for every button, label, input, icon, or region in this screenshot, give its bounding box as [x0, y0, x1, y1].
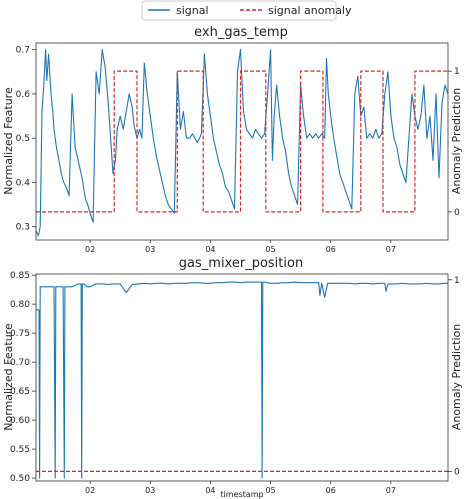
x-tick-label: 04	[205, 486, 215, 495]
panel-1-series	[35, 49, 449, 237]
panel-2-series	[36, 281, 448, 479]
x-tick-label: 05	[265, 245, 275, 254]
y2-tick-label: 1	[454, 276, 460, 286]
signal-line	[35, 49, 449, 237]
y-tick-label: 0.70	[10, 358, 30, 368]
panel-1-title: exh_gas_temp	[194, 25, 288, 40]
panel-1-frame	[35, 42, 449, 241]
x-tick-label: 03	[145, 245, 155, 254]
y-tick-label: 0.5	[16, 134, 30, 144]
y-tick-label: 0.7	[16, 46, 30, 56]
x-tick-label: 06	[326, 486, 336, 495]
legend-signal-label: signal	[176, 4, 209, 17]
y-tick-label: 0.85	[10, 271, 30, 281]
y-tick-label: 0.55	[10, 445, 30, 455]
panel-2-title: gas_mixer_position	[179, 256, 303, 271]
x-tick-label: 05	[265, 486, 275, 495]
y2-tick-label: 0	[454, 467, 460, 477]
panel-1-y2label: Anomaly Prediction	[450, 88, 463, 194]
x-tick-label: 06	[326, 245, 336, 254]
y-tick-label: 0.6	[16, 90, 31, 100]
x-tick-label: 04	[205, 245, 215, 254]
signal-line	[36, 281, 448, 479]
panel-2-frame	[35, 273, 449, 482]
panel-2-y2label: Anomaly Prediction	[450, 324, 463, 430]
panel-2-ylabel: Normalized Feature	[2, 323, 15, 431]
x-tick-label: 07	[386, 486, 396, 495]
y-tick-label: 0.50	[10, 474, 30, 484]
panel-2-xlabel: timestamp	[220, 490, 263, 499]
y-tick-label: 0.60	[10, 416, 30, 426]
x-tick-label: 02	[85, 486, 95, 495]
panel-gas-mixer-position: gas_mixer_position Normalized Feature An…	[2, 256, 463, 499]
x-tick-label: 02	[85, 245, 95, 254]
legend: signal signal anomaly	[141, 0, 352, 21]
y-tick-label: 0.80	[10, 300, 30, 310]
panel-exh-gas-temp: exh_gas_temp Normalized Feature Anomaly …	[2, 25, 463, 254]
y-tick-label: 0.3	[16, 223, 30, 233]
y-tick-label: 0.75	[10, 329, 30, 339]
panel-2-ticks: 0.50 0.55 0.60 0.65 0.70 0.75 0.80 0.85 0 1 02 03 04…	[10, 271, 460, 495]
y-tick-label: 0.4	[16, 178, 31, 188]
signal-anomaly-line	[36, 70, 448, 213]
y2-tick-label: 0	[454, 208, 460, 218]
legend-anomaly-label: signal anomaly	[268, 4, 352, 17]
x-tick-label: 07	[386, 245, 396, 254]
panel-1-ylabel: Normalized Feature	[2, 87, 15, 195]
y-tick-label: 0.65	[10, 387, 30, 397]
legend-box	[141, 0, 337, 21]
x-tick-label: 03	[145, 486, 155, 495]
y2-tick-label: 1	[454, 67, 460, 77]
panel-1-ticks: 0.3 0.4 0.5 0.6 0.7 0 1 02 03 04 05 06 07	[16, 46, 460, 254]
